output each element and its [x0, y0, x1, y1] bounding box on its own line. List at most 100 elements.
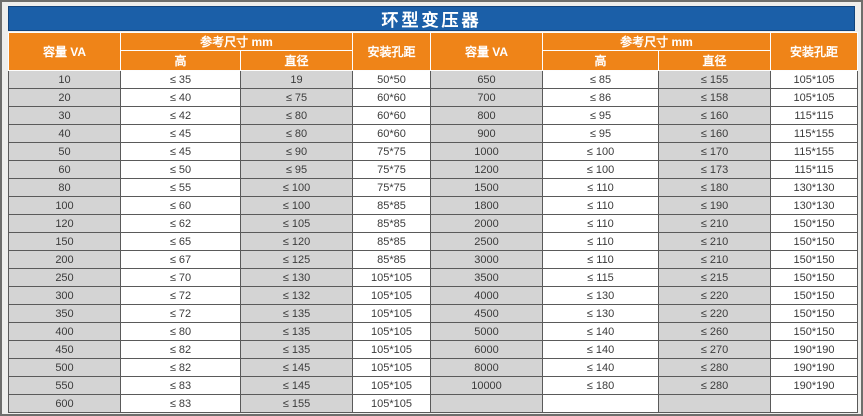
hole-distance-right-cell: 150*150 [770, 250, 858, 269]
table-row: 600 ≤ 83 ≤ 155 105*105 [8, 394, 858, 413]
capacity-left-cell: 120 [8, 214, 121, 233]
capacity-left-cell: 40 [8, 124, 121, 143]
diameter-left-cell: ≤ 135 [240, 340, 353, 359]
header-capacity-right: 容量 VA [430, 32, 543, 71]
height-right-cell: ≤ 130 [542, 286, 659, 305]
capacity-right-cell [430, 394, 543, 413]
hole-distance-left-cell: 105*105 [352, 358, 431, 377]
hole-distance-right-cell: 130*130 [770, 178, 858, 197]
hole-distance-right-cell: 105*105 [770, 70, 858, 89]
table-header: 容量 VA 参考尺寸 mm 安装孔距 容量 VA 参考尺寸 mm 安装孔距 高 … [8, 32, 858, 71]
diameter-right-cell: ≤ 210 [658, 232, 771, 251]
diameter-right-cell [658, 394, 771, 413]
hole-distance-left-cell: 105*105 [352, 340, 431, 359]
capacity-left-cell: 20 [8, 88, 121, 107]
diameter-right-cell: ≤ 160 [658, 124, 771, 143]
table-row: 500 ≤ 82 ≤ 145 105*105 8000 ≤ 140 ≤ 280 190*190 [8, 358, 858, 377]
header-refsize-left: 参考尺寸 mm [120, 32, 353, 51]
header-height-right: 高 [542, 50, 659, 71]
capacity-right-cell: 10000 [430, 376, 543, 395]
capacity-right-cell: 2500 [430, 232, 543, 251]
height-left-cell: ≤ 35 [120, 70, 241, 89]
header-hole-distance-right: 安装孔距 [770, 32, 858, 71]
diameter-right-cell: ≤ 160 [658, 106, 771, 125]
hole-distance-right-cell: 190*190 [770, 340, 858, 359]
height-left-cell: ≤ 82 [120, 358, 241, 377]
table-row: 60 ≤ 50 ≤ 95 75*75 1200 ≤ 100 ≤ 173 115*115 [8, 160, 858, 179]
diameter-left-cell: ≤ 145 [240, 358, 353, 377]
diameter-left-cell: ≤ 75 [240, 88, 353, 107]
height-right-cell: ≤ 95 [542, 124, 659, 143]
hole-distance-left-cell: 75*75 [352, 142, 431, 161]
height-right-cell: ≤ 140 [542, 322, 659, 341]
diameter-left-cell: ≤ 100 [240, 178, 353, 197]
height-right-cell: ≤ 130 [542, 304, 659, 323]
hole-distance-left-cell: 105*105 [352, 286, 431, 305]
height-right-cell: ≤ 110 [542, 232, 659, 251]
capacity-right-cell: 900 [430, 124, 543, 143]
diameter-right-cell: ≤ 190 [658, 196, 771, 215]
table-row: 450 ≤ 82 ≤ 135 105*105 6000 ≤ 140 ≤ 270 190*190 [8, 340, 858, 359]
height-right-cell: ≤ 110 [542, 214, 659, 233]
capacity-left-cell: 450 [8, 340, 121, 359]
header-hole-distance-left: 安装孔距 [352, 32, 431, 71]
capacity-left-cell: 400 [8, 322, 121, 341]
hole-distance-right-cell: 115*115 [770, 160, 858, 179]
diameter-left-cell: ≤ 95 [240, 160, 353, 179]
capacity-right-cell: 1200 [430, 160, 543, 179]
capacity-left-cell: 250 [8, 268, 121, 287]
hole-distance-left-cell: 60*60 [352, 124, 431, 143]
diameter-left-cell: ≤ 125 [240, 250, 353, 269]
hole-distance-right-cell: 150*150 [770, 214, 858, 233]
diameter-right-cell: ≤ 280 [658, 376, 771, 395]
height-left-cell: ≤ 82 [120, 340, 241, 359]
table-row: 400 ≤ 80 ≤ 135 105*105 5000 ≤ 140 ≤ 260 150*150 [8, 322, 858, 341]
hole-distance-right-cell: 150*150 [770, 322, 858, 341]
diameter-left-cell: ≤ 135 [240, 322, 353, 341]
height-left-cell: ≤ 62 [120, 214, 241, 233]
height-right-cell [542, 394, 659, 413]
table-row: 10 ≤ 35 19 50*50 650 ≤ 85 ≤ 155 105*105 [8, 70, 858, 89]
table-body: 10 ≤ 35 19 50*50 650 ≤ 85 ≤ 155 105*105 20 ≤ 40 ≤ … [8, 70, 858, 413]
diameter-right-cell: ≤ 215 [658, 268, 771, 287]
diameter-left-cell: ≤ 90 [240, 142, 353, 161]
capacity-right-cell: 650 [430, 70, 543, 89]
hole-distance-right-cell: 190*190 [770, 376, 858, 395]
hole-distance-left-cell: 85*85 [352, 250, 431, 269]
height-left-cell: ≤ 65 [120, 232, 241, 251]
hole-distance-right-cell: 150*150 [770, 304, 858, 323]
height-right-cell: ≤ 115 [542, 268, 659, 287]
height-right-cell: ≤ 110 [542, 196, 659, 215]
hole-distance-right-cell: 130*130 [770, 196, 858, 215]
header-diameter-left: 直径 [240, 50, 353, 71]
hole-distance-left-cell: 85*85 [352, 214, 431, 233]
title-bar: 环型变压器 [8, 6, 855, 31]
diameter-left-cell: ≤ 120 [240, 232, 353, 251]
diameter-left-cell: ≤ 105 [240, 214, 353, 233]
capacity-right-cell: 3500 [430, 268, 543, 287]
capacity-left-cell: 300 [8, 286, 121, 305]
diameter-left-cell: ≤ 130 [240, 268, 353, 287]
diameter-left-cell: ≤ 132 [240, 286, 353, 305]
hole-distance-left-cell: 105*105 [352, 376, 431, 395]
capacity-right-cell: 700 [430, 88, 543, 107]
table-row: 20 ≤ 40 ≤ 75 60*60 700 ≤ 86 ≤ 158 105*105 [8, 88, 858, 107]
hole-distance-left-cell: 85*85 [352, 232, 431, 251]
capacity-right-cell: 6000 [430, 340, 543, 359]
table-row: 150 ≤ 65 ≤ 120 85*85 2500 ≤ 110 ≤ 210 150*150 [8, 232, 858, 251]
table-row: 100 ≤ 60 ≤ 100 85*85 1800 ≤ 110 ≤ 190 130*130 [8, 196, 858, 215]
hole-distance-right-cell: 150*150 [770, 232, 858, 251]
hole-distance-right-cell: 150*150 [770, 286, 858, 305]
capacity-left-cell: 350 [8, 304, 121, 323]
capacity-left-cell: 60 [8, 160, 121, 179]
height-right-cell: ≤ 180 [542, 376, 659, 395]
height-left-cell: ≤ 50 [120, 160, 241, 179]
height-right-cell: ≤ 140 [542, 358, 659, 377]
height-left-cell: ≤ 83 [120, 376, 241, 395]
table-row: 80 ≤ 55 ≤ 100 75*75 1500 ≤ 110 ≤ 180 130*130 [8, 178, 858, 197]
hole-distance-right-cell: 105*105 [770, 88, 858, 107]
capacity-right-cell: 4000 [430, 286, 543, 305]
height-right-cell: ≤ 100 [542, 142, 659, 161]
spec-table: 容量 VA 参考尺寸 mm 安装孔距 容量 VA 参考尺寸 mm 安装孔距 高 … [8, 32, 858, 413]
